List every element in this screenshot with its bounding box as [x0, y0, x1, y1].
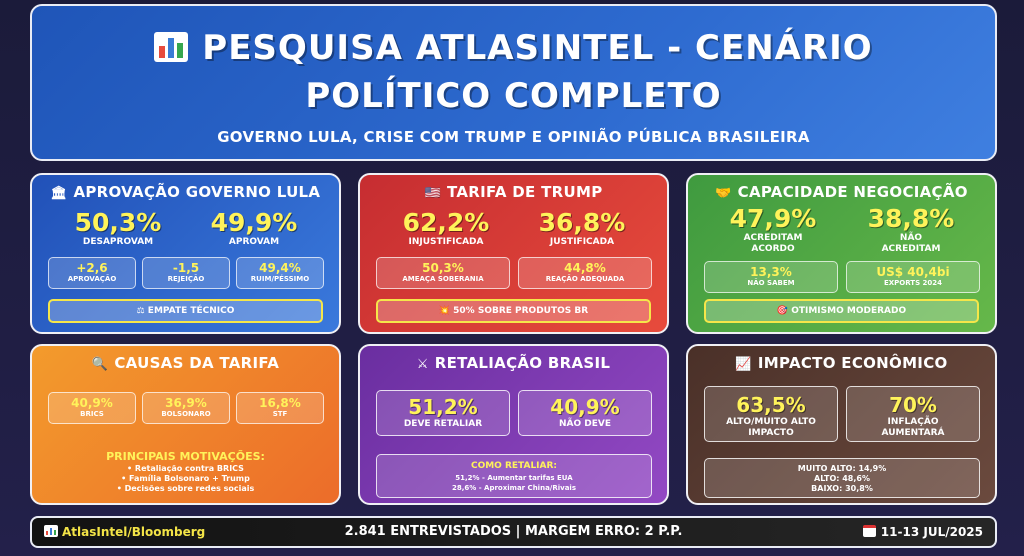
handshake-icon: 🤝 [715, 186, 732, 201]
government-building-icon: 🏛 [50, 186, 68, 201]
card-title: 🤝 CAPACIDADE NEGOCIAÇÃO [715, 183, 968, 201]
title-line-1: PESQUISA ATLASINTEL - CENÁRIO [202, 28, 873, 68]
footer-sample-info: 2.841 ENTREVISTADOS | MARGEM ERRO: 2 P.P… [344, 524, 683, 539]
list-item: MUITO ALTO: 14,9% [797, 464, 887, 473]
list-item: • Retaliação contra BRICS [127, 464, 244, 473]
mini-aprovacao: +2,6 APROVAÇÃO [48, 257, 136, 289]
card-title: 🔍 CAUSAS DA TARIFA [91, 354, 280, 372]
banner-50-produtos: 💥 50% SOBRE PRODUTOS BR [376, 299, 651, 323]
motivacoes-list: PRINCIPAIS MOTIVAÇÕES: • Retaliação cont… [32, 450, 339, 494]
stat-nao-acreditam: 38,8% NÃO ACREDITAM [867, 204, 955, 255]
box-inflacao: 70% INFLAÇÃO AUMENTARÁ [846, 386, 980, 442]
mini-bolsonaro: 36,9% BOLSONARO [142, 392, 230, 424]
list-item: ALTO: 48,6% [814, 474, 870, 483]
card-tarifa: 🇺🇸 TARIFA DE TRUMP 62,2% INJUSTIFICADA 36… [358, 173, 669, 334]
footer-source: AtlasIntel/Bloomberg [44, 525, 205, 539]
mini-reacao-adequada: 44,8% REAÇÃO ADEQUADA [518, 257, 652, 289]
banner-empate: ⚖ EMPATE TÉCNICO [48, 299, 323, 323]
stat-acreditam: 47,9% ACREDITAM ACORDO [729, 204, 817, 255]
magnifier-icon: 🔍 [91, 357, 109, 372]
mini-ameaca-soberania: 50,3% AMEAÇA SOBERANIA [376, 257, 510, 289]
box-como-retaliar: COMO RETALIAR: 51,2% - Aumentar tarifas … [376, 454, 652, 498]
card-impacto: 📈 IMPACTO ECONÔMICO 63,5% ALTO/MUITO ALTO… [686, 344, 997, 505]
calendar-icon [862, 525, 876, 537]
stat-justificada: 36,8% JUSTIFICADA [538, 208, 626, 248]
box-alto-impacto: 63,5% ALTO/MUITO ALTO IMPACTO [704, 386, 838, 442]
mini-rejeicao: -1,5 REJEIÇÃO [142, 257, 230, 289]
mini-exports: US$ 40,4bi EXPORTS 2024 [846, 261, 980, 293]
list-item: 28,6% - Aproximar China/Rivais [451, 484, 576, 492]
mini-stf: 16,8% STF [236, 392, 324, 424]
mini-brics: 40,9% BRICS [48, 392, 136, 424]
crossed-swords-icon: ⚔ [416, 357, 429, 372]
box-impacto-detalhe: MUITO ALTO: 14,9% ALTO: 48,6% BAIXO: 30,… [704, 458, 980, 498]
box-deve-retaliar: 51,2% DEVE RETALIAR [376, 390, 510, 436]
stat-aprovam: 49,9% APROVAM [210, 208, 298, 248]
bar-chart-icon [154, 32, 189, 62]
card-retaliacao: ⚔ RETALIAÇÃO BRASIL 51,2% DEVE RETALIAR 4… [358, 344, 669, 505]
stat-desaprovam: 50,3% DESAPROVAM [74, 208, 162, 248]
footer-date: 11-13 JUL/2025 [862, 525, 983, 539]
page-title: PESQUISA ATLASINTEL - CENÁRIO POLÍTICO C… [32, 24, 995, 120]
mini-ruim-pessimo: 49,4% RUIM/PÉSSIMO [236, 257, 324, 289]
list-item: BAIXO: 30,8% [811, 484, 873, 493]
header-panel: PESQUISA ATLASINTEL - CENÁRIO POLÍTICO C… [30, 4, 997, 161]
list-item: • Família Bolsonaro + Trump [121, 474, 250, 483]
card-aprovacao: 🏛 APROVAÇÃO GOVERNO LULA 50,3% DESAPROVAM… [30, 173, 341, 334]
card-causas: 🔍 CAUSAS DA TARIFA 40,9% BRICS 36,9% BOLSON… [30, 344, 341, 505]
page-subtitle: GOVERNO LULA, CRISE COM TRUMP E OPINIÃO … [217, 128, 810, 146]
footer-bar: AtlasIntel/Bloomberg 2.841 ENTREVISTADOS… [30, 516, 997, 548]
card-title: 🇺🇸 TARIFA DE TRUMP [424, 183, 603, 201]
title-line-2: POLÍTICO COMPLETO [305, 76, 722, 116]
box-nao-deve: 40,9% NÃO DEVE [518, 390, 652, 436]
banner-otimismo: 🎯 OTIMISMO MODERADO [704, 299, 979, 323]
card-title: 🏛 APROVAÇÃO GOVERNO LULA [50, 183, 321, 201]
bar-chart-icon [44, 525, 58, 537]
list-item: 51,2% - Aumentar tarifas EUA [455, 474, 573, 482]
stat-injustificada: 62,2% INJUSTIFICADA [402, 208, 490, 248]
card-negociacao: 🤝 CAPACIDADE NEGOCIAÇÃO 47,9% ACREDITAM A… [686, 173, 997, 334]
card-title: ⚔ RETALIAÇÃO BRASIL [416, 354, 611, 372]
target-icon: 🎯 [776, 306, 792, 316]
explosion-icon: 💥 [438, 306, 454, 316]
us-flag-icon: 🇺🇸 [424, 186, 442, 201]
mini-nao-sabem: 13,3% NÃO SABEM [704, 261, 838, 293]
card-title: 📈 IMPACTO ECONÔMICO [735, 354, 948, 372]
scale-icon: ⚖ [136, 306, 148, 316]
trending-chart-icon: 📈 [735, 357, 752, 372]
list-item: • Decisões sobre redes sociais [116, 484, 255, 493]
